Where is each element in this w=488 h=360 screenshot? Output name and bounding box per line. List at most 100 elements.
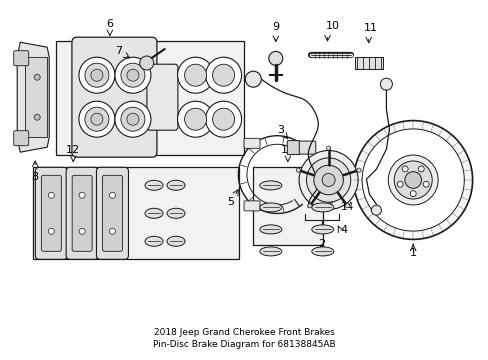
Text: 1: 1 bbox=[409, 248, 416, 258]
Circle shape bbox=[402, 166, 407, 172]
FancyBboxPatch shape bbox=[292, 141, 315, 154]
Bar bbox=[25, 57, 47, 137]
Circle shape bbox=[296, 168, 300, 172]
FancyBboxPatch shape bbox=[244, 138, 260, 148]
Circle shape bbox=[79, 101, 115, 137]
Text: 13: 13 bbox=[280, 145, 294, 156]
Bar bbox=[252, 167, 322, 245]
Ellipse shape bbox=[311, 247, 333, 256]
Circle shape bbox=[127, 69, 139, 81]
Circle shape bbox=[404, 172, 421, 188]
Circle shape bbox=[313, 165, 343, 195]
Circle shape bbox=[326, 146, 330, 150]
Ellipse shape bbox=[311, 181, 333, 190]
Polygon shape bbox=[17, 42, 49, 152]
Circle shape bbox=[356, 168, 360, 172]
FancyBboxPatch shape bbox=[244, 201, 260, 211]
Circle shape bbox=[140, 56, 153, 70]
Circle shape bbox=[422, 181, 428, 187]
Circle shape bbox=[205, 57, 241, 93]
Text: 15: 15 bbox=[398, 169, 411, 179]
Circle shape bbox=[79, 228, 85, 234]
Ellipse shape bbox=[167, 236, 184, 246]
Circle shape bbox=[115, 57, 151, 93]
Circle shape bbox=[417, 166, 423, 172]
Ellipse shape bbox=[145, 180, 163, 190]
Circle shape bbox=[121, 107, 144, 131]
Circle shape bbox=[109, 192, 115, 198]
FancyBboxPatch shape bbox=[102, 175, 122, 251]
Text: 2: 2 bbox=[318, 239, 325, 249]
Circle shape bbox=[91, 113, 102, 125]
Circle shape bbox=[48, 192, 54, 198]
Circle shape bbox=[184, 108, 206, 130]
FancyBboxPatch shape bbox=[14, 51, 29, 66]
Text: 4: 4 bbox=[340, 225, 347, 235]
Ellipse shape bbox=[311, 203, 333, 212]
Text: 3: 3 bbox=[276, 125, 283, 135]
Circle shape bbox=[79, 192, 85, 198]
Text: 10: 10 bbox=[325, 21, 339, 31]
FancyBboxPatch shape bbox=[287, 141, 299, 154]
Circle shape bbox=[345, 204, 349, 208]
Circle shape bbox=[299, 150, 357, 210]
Ellipse shape bbox=[167, 180, 184, 190]
Text: 14: 14 bbox=[341, 202, 354, 212]
FancyBboxPatch shape bbox=[35, 167, 67, 259]
Circle shape bbox=[393, 161, 431, 199]
Circle shape bbox=[306, 158, 350, 202]
Text: 7: 7 bbox=[115, 46, 122, 56]
Circle shape bbox=[85, 63, 109, 87]
Circle shape bbox=[184, 64, 206, 86]
Ellipse shape bbox=[145, 236, 163, 246]
Circle shape bbox=[380, 78, 391, 90]
Text: 5: 5 bbox=[226, 197, 234, 207]
Circle shape bbox=[115, 101, 151, 137]
Ellipse shape bbox=[259, 181, 281, 190]
FancyBboxPatch shape bbox=[66, 167, 98, 259]
Circle shape bbox=[79, 57, 115, 93]
Circle shape bbox=[409, 191, 415, 197]
Circle shape bbox=[34, 114, 40, 120]
FancyBboxPatch shape bbox=[146, 64, 178, 130]
Ellipse shape bbox=[167, 208, 184, 218]
Text: 11: 11 bbox=[363, 23, 377, 33]
Circle shape bbox=[387, 155, 437, 205]
Text: 12: 12 bbox=[66, 145, 80, 156]
Circle shape bbox=[109, 228, 115, 234]
Bar bbox=[33, 167, 238, 259]
Text: 8: 8 bbox=[32, 172, 39, 182]
Circle shape bbox=[371, 205, 381, 215]
FancyBboxPatch shape bbox=[72, 37, 157, 157]
Circle shape bbox=[396, 181, 403, 187]
Circle shape bbox=[177, 57, 213, 93]
Circle shape bbox=[205, 101, 241, 137]
Circle shape bbox=[127, 113, 139, 125]
Circle shape bbox=[307, 204, 311, 208]
Circle shape bbox=[48, 228, 54, 234]
FancyBboxPatch shape bbox=[96, 167, 128, 259]
Circle shape bbox=[85, 107, 109, 131]
Ellipse shape bbox=[311, 225, 333, 234]
Circle shape bbox=[212, 108, 234, 130]
Polygon shape bbox=[354, 57, 382, 69]
Circle shape bbox=[91, 69, 102, 81]
Circle shape bbox=[322, 174, 334, 186]
Ellipse shape bbox=[145, 208, 163, 218]
Text: 6: 6 bbox=[106, 19, 113, 30]
Text: 2018 Jeep Grand Cherokee Front Brakes
Pin-Disc Brake Diagram for 68138845AB: 2018 Jeep Grand Cherokee Front Brakes Pi… bbox=[153, 328, 335, 349]
Circle shape bbox=[121, 63, 144, 87]
FancyBboxPatch shape bbox=[72, 175, 92, 251]
Bar bbox=[56, 41, 243, 155]
Ellipse shape bbox=[259, 203, 281, 212]
Circle shape bbox=[34, 74, 40, 80]
FancyBboxPatch shape bbox=[14, 131, 29, 146]
Text: 9: 9 bbox=[272, 22, 279, 32]
Circle shape bbox=[212, 64, 234, 86]
Ellipse shape bbox=[259, 225, 281, 234]
Circle shape bbox=[362, 129, 463, 231]
FancyBboxPatch shape bbox=[41, 175, 61, 251]
Circle shape bbox=[268, 51, 282, 66]
Circle shape bbox=[353, 121, 471, 239]
Ellipse shape bbox=[259, 247, 281, 256]
